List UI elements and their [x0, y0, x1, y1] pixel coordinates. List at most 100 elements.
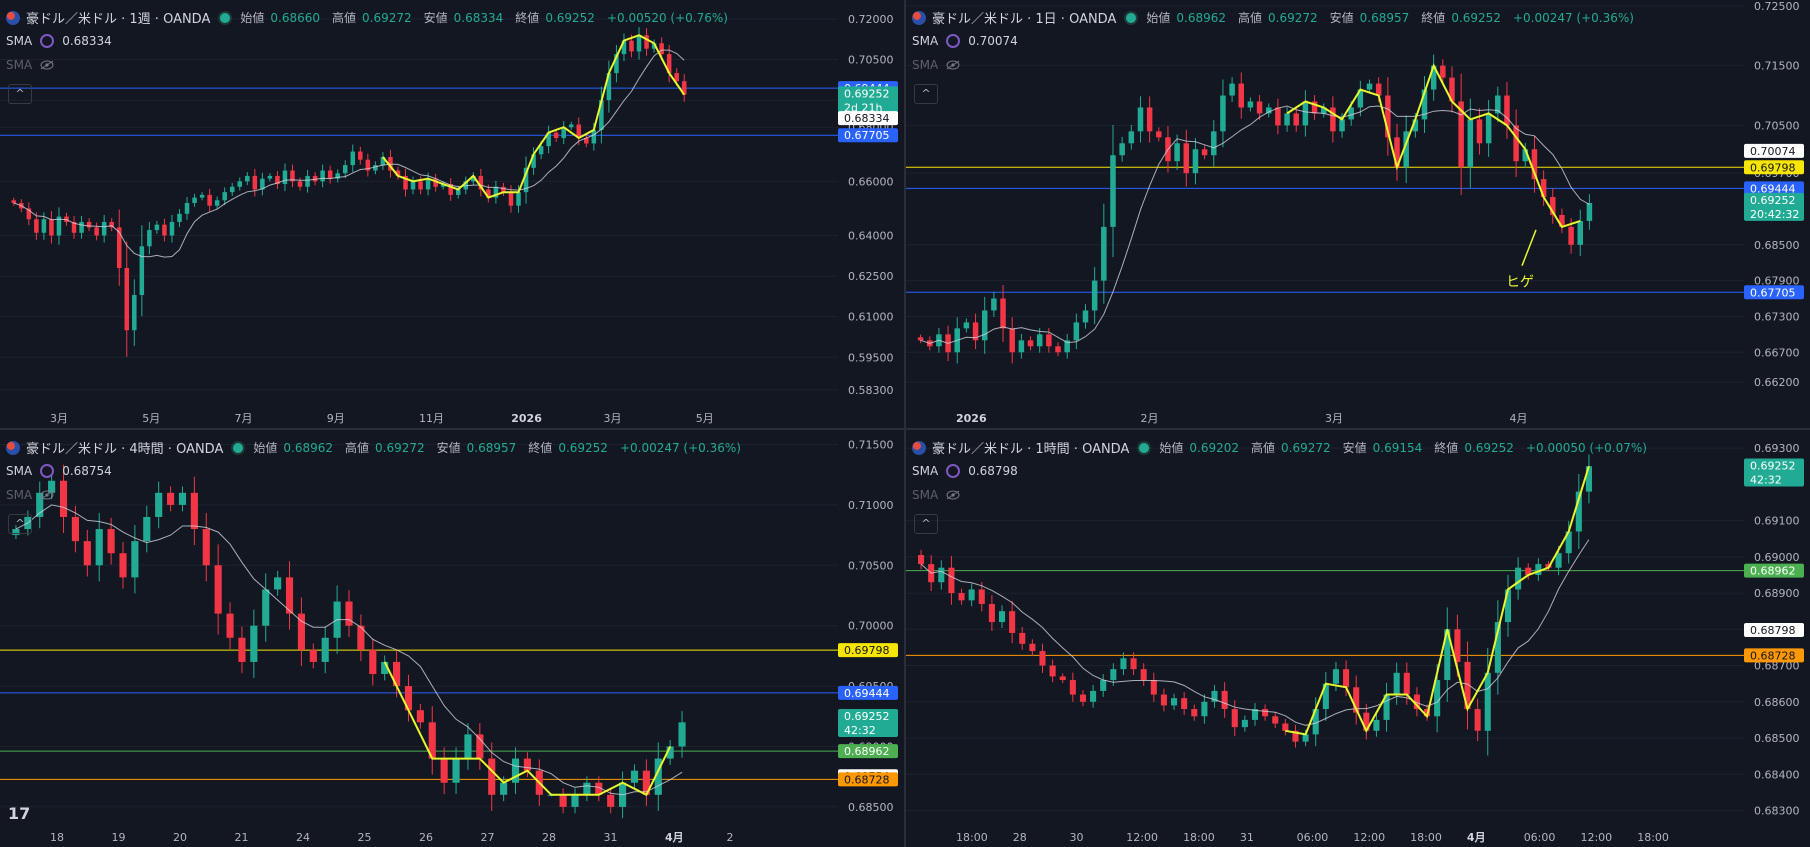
candle-body: [1458, 101, 1464, 168]
chart-title: 豪ドル／米ドル · 1時間 · OANDA: [932, 442, 1130, 457]
price-badge: [1744, 285, 1804, 300]
candle-body: [486, 189, 491, 198]
candle-body: [131, 541, 139, 578]
candle-body: [1540, 179, 1547, 198]
collapse-button[interactable]: ^: [8, 514, 32, 534]
candle-body: [571, 794, 579, 807]
candle-body: [309, 649, 317, 662]
x-tick-label: 5月: [696, 412, 714, 425]
candle-body: [1312, 709, 1319, 735]
candle-body: [190, 492, 198, 530]
sma-row-1[interactable]: SMA 0.70074: [912, 34, 1018, 48]
y-tick-label: 0.64000: [848, 229, 894, 242]
candle-body: [41, 219, 47, 233]
price-badge-label: 0.69798: [844, 644, 890, 657]
candle-body: [192, 197, 197, 203]
candle-body: [1366, 83, 1373, 90]
candle-body: [222, 192, 227, 201]
candle-body: [410, 181, 416, 190]
sma-label: SMA: [6, 488, 33, 502]
x-tick-label: 3月: [1325, 412, 1343, 425]
candle-body: [476, 734, 484, 759]
candle-body: [71, 221, 77, 233]
candle-body: [1504, 95, 1510, 126]
x-tick-label: 24: [296, 831, 310, 844]
collapse-button[interactable]: ^: [8, 84, 32, 104]
sma-settings-icon: [946, 34, 961, 48]
panel-h4[interactable]: 0.715000.710000.705000.700000.695000.690…: [0, 430, 904, 847]
candle-body: [1575, 491, 1582, 532]
candle-body: [425, 178, 431, 190]
ohlc-value: +0.00050 (+0.07%): [1525, 440, 1647, 455]
sma-value: 0.68334: [62, 34, 112, 48]
candle-body: [629, 40, 634, 52]
ohlc-key: 始値: [253, 441, 278, 455]
candle-body: [1192, 149, 1199, 174]
annotation-text: ヒゲ: [1506, 275, 1534, 291]
y-tick-label: 0.69100: [1754, 515, 1800, 528]
candle-body: [607, 794, 615, 807]
candle-body: [177, 213, 182, 222]
candle-body: [917, 337, 924, 341]
y-tick-label: 0.68500: [1754, 239, 1800, 252]
candle-body: [614, 54, 619, 74]
price-badge: [1744, 563, 1804, 578]
sma-row-2[interactable]: SMA: [6, 488, 54, 502]
candle-body: [1474, 709, 1481, 731]
candle-body: [1247, 101, 1254, 108]
price-badge-label: 0.70074: [1750, 145, 1796, 158]
y-tick-label: 0.71500: [848, 438, 894, 451]
candle-body: [1385, 95, 1391, 138]
candle-body: [568, 124, 574, 128]
panel-daily[interactable]: 0.725000.715000.705000.697000.685000.679…: [906, 0, 1810, 428]
divider-horizontal[interactable]: [0, 428, 1810, 430]
candle-body: [666, 746, 674, 759]
divider-vertical[interactable]: [904, 0, 906, 847]
candle-body: [1079, 694, 1087, 702]
candle-body: [1046, 334, 1052, 347]
chart-h1[interactable]: 0.693000.691000.690000.689000.688000.687…: [906, 430, 1810, 847]
candle-body: [404, 686, 413, 711]
candle-body: [1183, 143, 1190, 174]
chart-daily[interactable]: 0.725000.715000.705000.697000.685000.679…: [906, 0, 1810, 428]
candle-body: [654, 758, 662, 795]
x-tick-label: 12:00: [1126, 831, 1158, 844]
collapse-button[interactable]: ^: [914, 84, 938, 104]
chart-weekly[interactable]: 0.720000.705000.690000.680000.660000.640…: [0, 0, 904, 428]
sma-row-1[interactable]: SMA 0.68798: [912, 464, 1018, 478]
sma-row-2[interactable]: SMA: [912, 488, 960, 502]
chart-h4[interactable]: 0.715000.710000.705000.700000.695000.690…: [0, 430, 904, 847]
sma-row-1[interactable]: SMA 0.68334: [6, 34, 112, 48]
x-tick-label: 12:00: [1353, 831, 1385, 844]
price-badge-label: 0.69444: [1750, 182, 1796, 195]
x-tick-label: 19: [112, 831, 126, 844]
candle-body: [262, 589, 270, 626]
ohlc-key: 安値: [1329, 11, 1354, 25]
ohlc-value: 0.69252: [558, 440, 608, 455]
candle-body: [1073, 322, 1080, 341]
candle-body: [1282, 723, 1289, 731]
candle-body: [1413, 694, 1420, 710]
market-status-icon: [1139, 442, 1150, 453]
panel-weekly[interactable]: 0.720000.705000.690000.680000.660000.640…: [0, 0, 904, 428]
candle-body: [1357, 89, 1364, 108]
candle-body: [546, 132, 551, 147]
candle-body: [1251, 709, 1259, 720]
candle-body: [591, 129, 597, 144]
sma-row-2[interactable]: SMA: [6, 58, 54, 72]
candle-body: [119, 553, 127, 578]
sma-label: SMA: [912, 34, 939, 48]
drawing-zigzag: [383, 661, 672, 797]
sma-value: 0.70074: [968, 34, 1018, 48]
collapse-button[interactable]: ^: [914, 514, 938, 534]
candle-body: [1373, 719, 1380, 731]
candle-body: [1220, 95, 1226, 132]
price-badge-countdown: 20:42:32: [1750, 208, 1799, 221]
price-badge: [1744, 143, 1804, 158]
candle-body: [998, 611, 1006, 623]
sma-row-1[interactable]: SMA 0.68754: [6, 464, 112, 478]
sma-row-2[interactable]: SMA: [912, 58, 960, 72]
tradingview-logo[interactable]: 17: [8, 804, 31, 823]
ohlc-value: 0.68962: [283, 440, 334, 455]
panel-h1[interactable]: 0.693000.691000.690000.689000.688000.687…: [906, 430, 1810, 847]
